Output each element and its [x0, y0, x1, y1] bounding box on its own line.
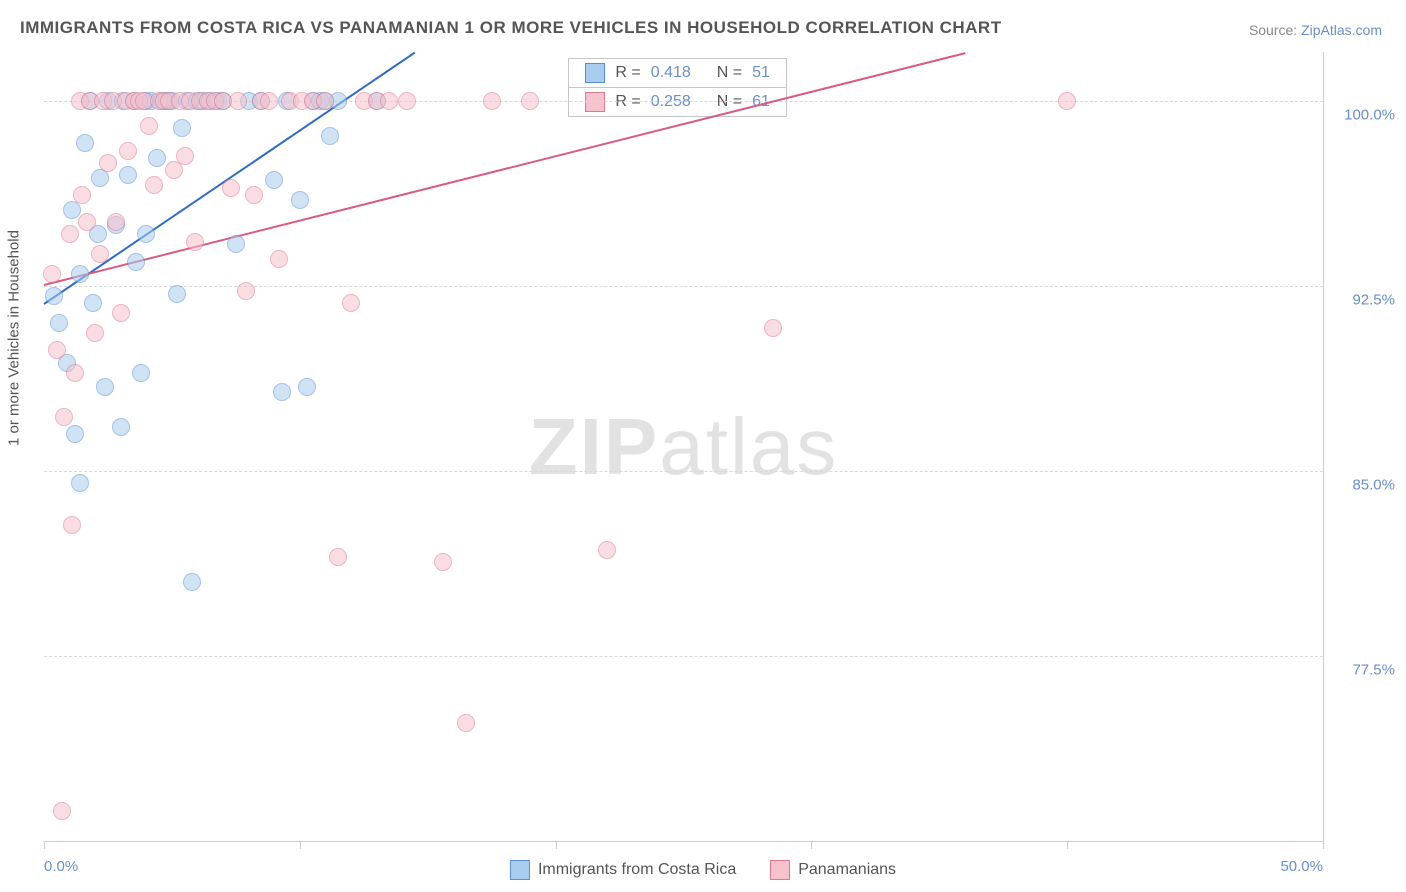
scatter-point: [186, 233, 204, 251]
x-tick: [556, 841, 557, 849]
scatter-point: [176, 147, 194, 165]
legend-swatch: [770, 860, 790, 880]
scatter-point: [140, 117, 158, 135]
scatter-point: [96, 378, 114, 396]
scatter-point: [99, 154, 117, 172]
x-tick-label: 0.0%: [44, 858, 78, 875]
scatter-point: [107, 213, 125, 231]
y-tick-label: 100.0%: [1344, 107, 1395, 124]
scatter-point: [245, 186, 263, 204]
x-tick: [811, 841, 812, 849]
scatter-point: [48, 341, 66, 359]
scatter-point: [265, 171, 283, 189]
scatter-point: [119, 166, 137, 184]
n-label: N =: [717, 64, 742, 82]
legend-label: Panamanians: [798, 861, 896, 879]
scatter-point: [380, 92, 398, 110]
scatter-point: [71, 474, 89, 492]
scatter-point: [127, 253, 145, 271]
scatter-point: [43, 265, 61, 283]
scatter-point: [598, 541, 616, 559]
scatter-point: [137, 225, 155, 243]
scatter-point: [55, 408, 73, 426]
scatter-point: [66, 364, 84, 382]
correlation-legend-row: R = 0.418 N = 51: [569, 59, 786, 88]
legend-label: Immigrants from Costa Rica: [538, 861, 736, 879]
scatter-point: [66, 425, 84, 443]
scatter-point: [132, 364, 150, 382]
scatter-point: [73, 186, 91, 204]
scatter-point: [168, 285, 186, 303]
scatter-point: [321, 127, 339, 145]
scatter-point: [270, 250, 288, 268]
scatter-point: [53, 802, 71, 820]
scatter-point: [273, 383, 291, 401]
scatter-point: [764, 319, 782, 337]
y-tick-label: 85.0%: [1352, 477, 1395, 494]
legend-item: Panamanians: [770, 860, 896, 880]
scatter-point: [483, 92, 501, 110]
scatter-point: [63, 516, 81, 534]
scatter-point: [71, 265, 89, 283]
scatter-point: [227, 235, 245, 253]
legend-swatch: [510, 860, 530, 880]
scatter-point: [457, 714, 475, 732]
scatter-point: [229, 92, 247, 110]
correlation-legend: R = 0.418 N = 51 R = 0.258 N = 61: [568, 58, 787, 117]
r-label: R =: [615, 64, 640, 82]
x-tick: [1067, 841, 1068, 849]
scatter-point: [50, 314, 68, 332]
y-tick-label: 92.5%: [1352, 292, 1395, 309]
x-tick-label: 50.0%: [1280, 858, 1323, 875]
scatter-point: [45, 287, 63, 305]
y-tick-label: 77.5%: [1352, 662, 1395, 679]
legend-item: Immigrants from Costa Rica: [510, 860, 736, 880]
scatter-point: [291, 191, 309, 209]
x-tick: [44, 841, 45, 849]
scatter-point: [298, 378, 316, 396]
scatter-point: [260, 92, 278, 110]
x-tick: [1323, 841, 1324, 849]
watermark-light: atlas: [659, 402, 838, 491]
n-value: 51: [752, 64, 770, 82]
scatter-point: [398, 92, 416, 110]
source-value: ZipAtlas.com: [1301, 22, 1382, 38]
scatter-point: [112, 304, 130, 322]
scatter-point: [316, 92, 334, 110]
scatter-point: [86, 324, 104, 342]
scatter-point: [237, 282, 255, 300]
scatter-point: [91, 245, 109, 263]
scatter-plot-area: ZIPatlas R = 0.418 N = 51 R = 0.258 N = …: [44, 52, 1324, 842]
scatter-point: [145, 176, 163, 194]
scatter-point: [76, 134, 94, 152]
watermark-bold: ZIP: [529, 402, 659, 491]
scatter-point: [112, 418, 130, 436]
scatter-point: [84, 294, 102, 312]
chart-title: IMMIGRANTS FROM COSTA RICA VS PANAMANIAN…: [20, 18, 1002, 38]
scatter-point: [173, 119, 191, 137]
scatter-point: [222, 179, 240, 197]
scatter-point: [342, 294, 360, 312]
scatter-point: [183, 573, 201, 591]
scatter-point: [78, 213, 96, 231]
legend-swatch: [585, 63, 605, 83]
source-label: Source:: [1249, 22, 1301, 38]
gridline: [44, 471, 1323, 472]
scatter-point: [119, 142, 137, 160]
y-axis-label: 1 or more Vehicles in Household: [6, 230, 23, 446]
source-attribution: Source: ZipAtlas.com: [1249, 22, 1382, 38]
series-legend: Immigrants from Costa Rica Panamanians: [510, 860, 896, 880]
scatter-point: [61, 225, 79, 243]
gridline: [44, 656, 1323, 657]
scatter-point: [1058, 92, 1076, 110]
r-value: 0.418: [651, 64, 691, 82]
scatter-point: [329, 548, 347, 566]
x-tick: [300, 841, 301, 849]
watermark: ZIPatlas: [529, 401, 838, 493]
scatter-point: [434, 553, 452, 571]
gridline: [44, 286, 1323, 287]
scatter-point: [148, 149, 166, 167]
scatter-point: [521, 92, 539, 110]
